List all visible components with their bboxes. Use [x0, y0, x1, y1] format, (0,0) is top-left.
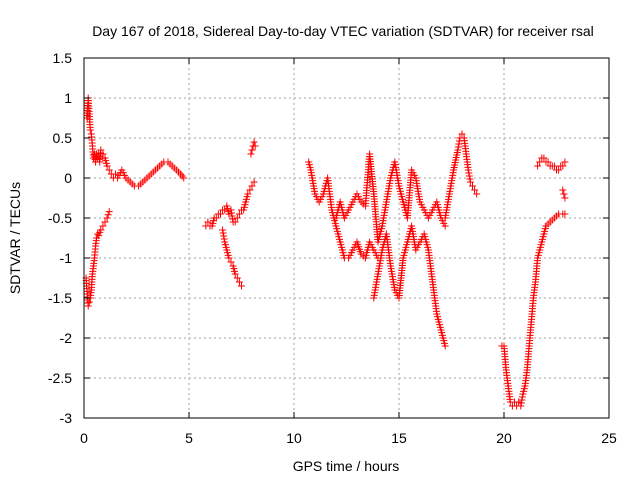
- data-point: [105, 208, 113, 216]
- data-point: [251, 142, 259, 150]
- y-tick-label: -2.5: [48, 370, 72, 386]
- data-point: [217, 210, 224, 218]
- data-point: [560, 190, 568, 198]
- data-point: [458, 130, 466, 138]
- data-point: [550, 162, 558, 170]
- data-point: [555, 166, 563, 174]
- data-point: [204, 218, 212, 226]
- data-point: [441, 342, 449, 350]
- y-tick-label: 1: [64, 90, 72, 106]
- data-point: [227, 206, 235, 214]
- data-point: [454, 143, 462, 151]
- y-tick-label: -0.5: [48, 210, 72, 226]
- data-point: [518, 393, 526, 401]
- data-point: [465, 169, 473, 177]
- y-tick-label: -2: [60, 330, 73, 346]
- data-point: [455, 140, 463, 148]
- x-tick-label: 15: [391, 430, 407, 446]
- data-point: [105, 166, 113, 174]
- data-point: [561, 194, 569, 202]
- data-point: [518, 396, 526, 404]
- y-tick-label: -3: [60, 410, 73, 426]
- data-point: [536, 158, 544, 166]
- data-point: [471, 186, 479, 194]
- data-point: [544, 158, 552, 166]
- y-axis-label: SDTVAR / TECUs: [7, 182, 23, 294]
- axis-ticks: -3 -2.5 -2 -1.5 -1 -0.5 0 0.5 1 1.5 0 5 10 15 20 25: [48, 50, 617, 446]
- data-point: [561, 210, 569, 218]
- data-point: [250, 138, 258, 146]
- data-point: [97, 226, 105, 234]
- data-point: [473, 190, 481, 198]
- x-tick-label: 20: [496, 430, 512, 446]
- data-point: [99, 150, 107, 158]
- data-point: [441, 222, 449, 230]
- y-tick-label: -1.5: [48, 290, 72, 306]
- data-point: [99, 222, 107, 230]
- data-point: [97, 146, 105, 154]
- data-point: [84, 302, 92, 310]
- data-point: [220, 232, 228, 240]
- data-point: [180, 174, 188, 182]
- data-point: [469, 182, 476, 190]
- data-point: [228, 212, 236, 220]
- x-axis-label: GPS time / hours: [293, 458, 400, 474]
- data-points: [82, 94, 569, 410]
- data-point: [104, 211, 112, 219]
- plot-frame: [83, 57, 610, 419]
- data-point: [559, 186, 567, 194]
- x-tick-label: 5: [185, 430, 193, 446]
- y-tick-label: 0: [64, 170, 72, 186]
- data-point: [220, 235, 228, 243]
- data-point: [101, 218, 109, 226]
- data-point: [248, 146, 256, 154]
- data-point: [517, 399, 525, 407]
- data-point: [561, 158, 569, 166]
- data-point: [86, 126, 94, 134]
- data-point: [466, 178, 474, 186]
- data-point: [517, 402, 525, 410]
- data-point: [464, 166, 472, 174]
- y-tick-label: 0.5: [53, 130, 73, 146]
- data-point: [103, 162, 111, 170]
- data-point: [228, 209, 236, 217]
- data-point: [540, 154, 548, 162]
- data-point: [250, 178, 258, 186]
- data-point: [233, 274, 241, 282]
- data-point: [219, 229, 227, 237]
- data-point: [85, 298, 93, 306]
- data-point: [212, 214, 220, 222]
- y-tick-label: -1: [60, 250, 73, 266]
- data-point: [247, 150, 255, 158]
- data-point: [246, 186, 254, 194]
- data-point: [454, 146, 462, 154]
- data-point: [95, 232, 103, 240]
- data-point: [103, 214, 111, 222]
- data-point: [559, 162, 567, 170]
- data-point: [231, 270, 239, 278]
- data-point: [235, 278, 243, 286]
- chart-title: Day 167 of 2018, Sidereal Day-to-day VTE…: [92, 23, 594, 39]
- data-point: [235, 210, 243, 218]
- data-point: [465, 172, 473, 180]
- data-point: [534, 162, 542, 170]
- data-point: [227, 258, 235, 266]
- data-point: [231, 218, 239, 226]
- x-tick-label: 25: [601, 430, 617, 446]
- x-tick-label: 0: [80, 430, 88, 446]
- data-point: [248, 182, 256, 190]
- data-point: [112, 170, 119, 178]
- grid-lines: [84, 58, 609, 418]
- data-point: [225, 254, 233, 262]
- x-tick-label: 10: [286, 430, 302, 446]
- y-tick-label: 1.5: [53, 50, 73, 66]
- data-point: [466, 175, 474, 183]
- data-point: [244, 190, 252, 198]
- data-point: [219, 226, 227, 234]
- data-point: [233, 214, 241, 222]
- data-point: [238, 282, 245, 290]
